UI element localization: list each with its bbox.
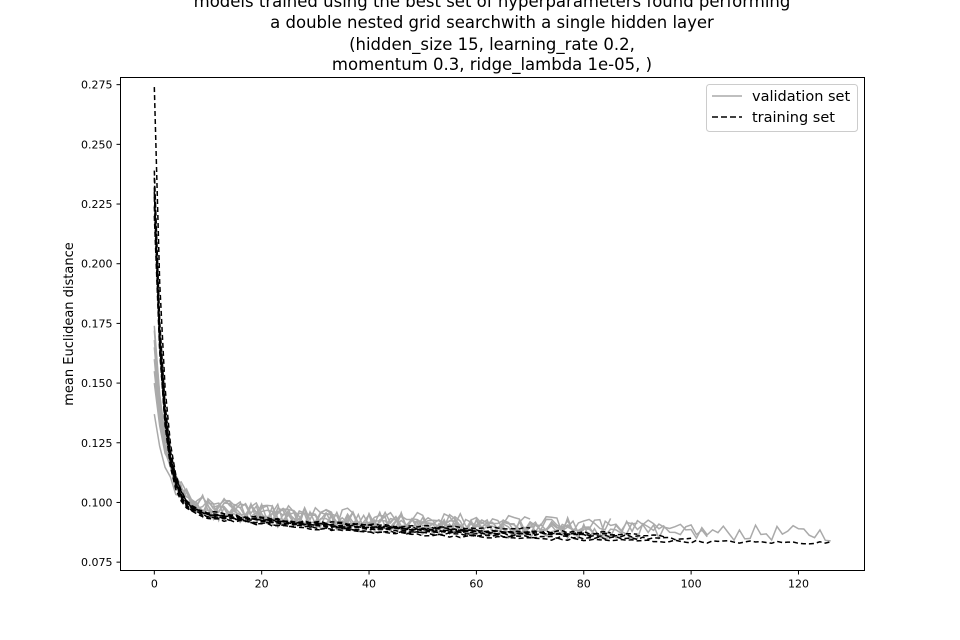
validation-series-line-8 bbox=[153, 330, 638, 539]
x-tick-label: 40 bbox=[362, 578, 376, 591]
y-tick-label: 0.250 bbox=[81, 138, 113, 151]
training-series-line-8 bbox=[153, 196, 638, 537]
y-axis-ticks: 0.075 0.100 0.125 0.150 0.175 0.200 0.225 0.250… bbox=[81, 79, 121, 569]
training-series-line-7 bbox=[153, 215, 611, 535]
series-layer bbox=[153, 87, 831, 545]
legend: validation set training set bbox=[706, 84, 858, 132]
chart-title-line-4: momentum 0.3, ridge_lambda 1e-05, ) bbox=[332, 55, 652, 75]
y-tick-label: 0.150 bbox=[81, 377, 113, 390]
y-tick-label: 0.275 bbox=[81, 79, 113, 92]
chart-title-line-2: a double nested grid searchwith a single… bbox=[270, 13, 714, 32]
x-tick-label: 80 bbox=[577, 578, 591, 591]
legend-box bbox=[706, 84, 858, 132]
validation-series-line-6 bbox=[153, 347, 708, 541]
x-tick-label: 0 bbox=[151, 578, 158, 591]
training-series-line-6 bbox=[153, 177, 692, 541]
validation-series-line-4 bbox=[153, 359, 831, 542]
plot-frame bbox=[120, 77, 865, 571]
x-tick-label: 120 bbox=[788, 578, 809, 591]
legend-validation-label: validation set bbox=[752, 89, 850, 105]
y-tick-label: 0.075 bbox=[81, 556, 113, 569]
chart-title: models trained using the best set of hyp… bbox=[194, 0, 791, 75]
training-series-line-4 bbox=[153, 206, 831, 545]
y-tick-label: 0.125 bbox=[81, 437, 113, 450]
chart-title-line-1: models trained using the best set of hyp… bbox=[194, 0, 791, 11]
validation-series-line-7 bbox=[153, 325, 612, 537]
x-tick-label: 20 bbox=[255, 578, 269, 591]
y-tick-label: 0.225 bbox=[81, 198, 113, 211]
y-axis-label: mean Euclidean distance bbox=[62, 242, 77, 406]
y-tick-label: 0.100 bbox=[81, 496, 113, 509]
chart-title-line-3: (hidden_size 15, learning_rate 0.2, bbox=[349, 35, 635, 55]
legend-training-label: training set bbox=[752, 110, 835, 126]
y-tick-label: 0.200 bbox=[81, 258, 113, 271]
training-series-line-3 bbox=[153, 187, 665, 538]
y-tick-label: 0.175 bbox=[81, 317, 113, 330]
x-axis-ticks: 0 20 40 60 80 100 120 bbox=[151, 570, 809, 591]
x-tick-label: 60 bbox=[469, 578, 483, 591]
x-tick-label: 100 bbox=[681, 578, 702, 591]
